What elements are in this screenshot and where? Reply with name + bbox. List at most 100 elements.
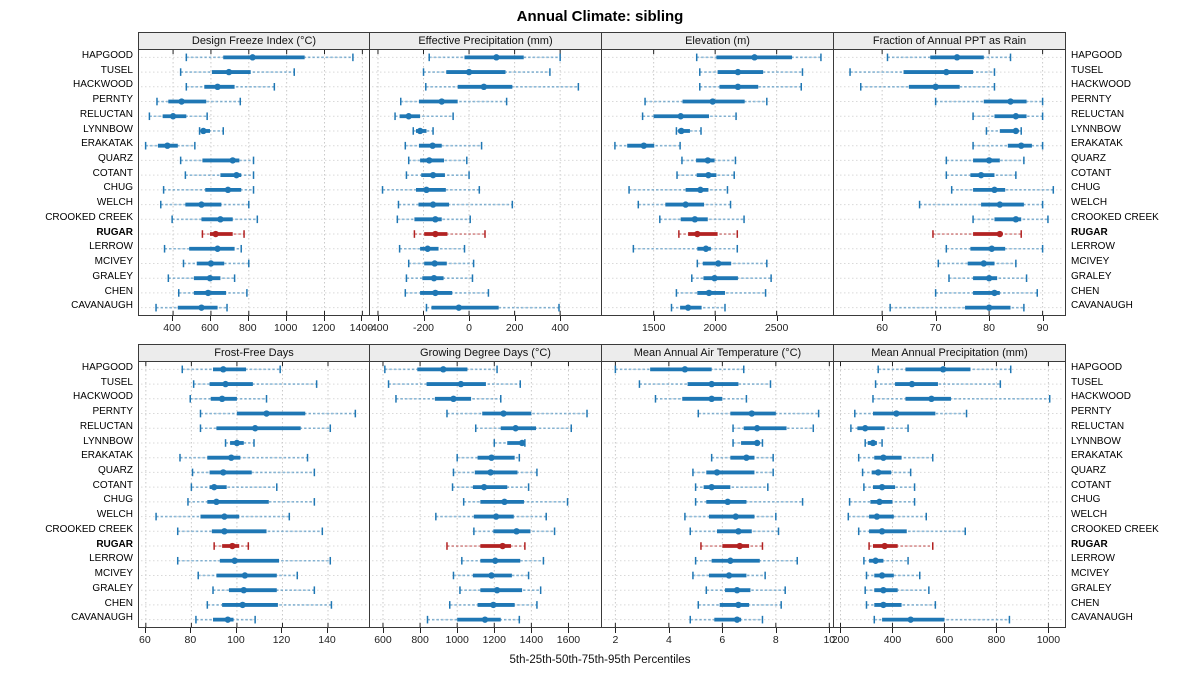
median-dot [943,68,950,76]
axis-tick-label: 60 [876,322,888,334]
axis-tick-label: 600 [935,634,954,646]
median-dot [953,54,961,61]
percentile-row-hackwood [425,83,580,91]
percentile-row-chug [381,186,481,194]
median-dot [708,380,715,388]
axis-tick-label: 1600 [556,634,581,646]
median-dot [705,171,712,179]
percentile-row-hapgood [695,53,822,62]
median-dot [233,171,240,179]
median-dot [709,98,716,105]
site-label-hapgood: HAPGOOD [81,362,133,373]
site-label-column-left: HAPGOOD TUSEL HACKWOOD PERNTY RELUCTAN LYNNBO… [0,32,138,314]
median-dot [980,260,987,267]
percentile-row-graley [212,586,316,594]
median-dot [697,186,704,194]
panel-box: Mean Annual Air Temperature (°C) [601,344,834,628]
panel-design-freeze-index-c: Design Freeze Index (°C) 400 600 800 1000 120… [138,32,373,340]
median-dot [206,274,214,282]
percentile-row-mcivey [182,259,250,268]
median-dot [985,157,993,164]
percentile-row-tusel [874,380,1002,388]
percentile-row-lerrow [945,244,1044,253]
percentile-row-pernty [446,409,588,418]
median-dot [735,528,742,535]
percentile-row-welch [918,200,1044,209]
median-dot [224,616,232,623]
percentile-row-quarz [452,468,538,477]
site-label-column-left: HAPGOOD TUSEL HACKWOOD PERNTY RELUCTAN LYNNBO… [0,344,138,626]
site-label-crooked-creek: CROOKED CREEK [1071,523,1159,535]
percentile-row-reluctan [148,112,208,121]
site-label-tusel: TUSEL [100,376,133,388]
percentile-row-tusel [387,380,521,388]
axis-tick-mark [457,628,459,633]
x-axis: 200 400 600 800 1000 [832,628,1066,652]
percentile-row-graley [167,274,236,282]
panel-plot [372,362,598,627]
median-dot [501,498,508,506]
axis-tick-mark [494,628,496,633]
axis-tick-mark [420,628,422,633]
panel-box: Growing Degree Days (°C) [369,344,602,628]
median-dot [251,425,259,432]
panel-title: Effective Precipitation (mm) [370,33,601,50]
percentile-row-lynnbow [224,439,255,447]
median-dot [493,586,501,594]
site-label-chen: CHEN [104,285,133,297]
median-dot [702,245,710,252]
panel-band-top: HAPGOOD TUSEL HACKWOOD PERNTY RELUCTAN LYNNBO… [0,32,1200,340]
percentile-row-graley [691,274,772,282]
site-label-reluctan: RELUCTAN [79,108,133,120]
axis-tick-label: 140 [318,634,336,646]
label-column-spacer [0,32,138,49]
percentile-row-lerrow [694,556,798,565]
median-dot [231,557,238,564]
median-dot [1018,142,1025,149]
panel-title: Elevation (m) [602,33,833,50]
percentile-row-cotant [676,171,735,179]
percentile-row-welch [397,200,514,209]
median-dot [490,601,497,609]
percentile-row-crooked-creek [689,527,780,536]
percentile-row-pernty [644,97,768,106]
axis-tick-label: 2000 [703,322,727,334]
percentile-row-chug [628,186,729,194]
axis-tick-label: -400 [367,322,389,334]
percentile-row-mcivey [407,259,475,268]
site-label-reluctan: RELUCTAN [1071,420,1125,432]
site-label-pernty: PERNTY [1071,94,1112,106]
axis-tick-mark [190,628,192,633]
panel-title: Frost-Free Days [139,345,369,362]
median-dot [240,586,247,594]
median-dot [423,186,430,194]
percentile-row-hackwood [654,395,748,403]
axis-tick-label: 1000 [273,322,298,334]
percentile-row-hapgood [181,365,281,374]
axis-tick-mark [361,316,363,321]
median-dot [432,216,439,223]
percentile-row-graley [864,586,930,594]
median-dot [907,616,914,623]
percentile-row-chen [865,601,937,609]
median-dot [481,616,489,623]
site-label-chug: CHUG [103,182,133,194]
axis-tick-mark [892,628,894,633]
site-label-chug: CHUG [103,494,133,506]
median-dot [753,425,761,432]
site-label-rugar: RUGAR [96,538,133,550]
x-axis: 2 4 6 8 10 [602,628,835,652]
axis-tick-label: 8 [772,634,779,646]
percentile-row-chug [162,186,255,194]
median-dot [217,216,224,223]
axis-tick-mark [144,628,146,633]
percentile-row-cotant [694,483,769,491]
site-label-cavanaugh: CAVANAUGH [71,300,133,312]
median-dot [908,380,916,388]
median-dot [465,68,473,76]
percentile-row-rugar [413,230,486,238]
percentile-row-graley [459,586,542,594]
median-dot [429,201,437,208]
median-dot [1012,113,1020,120]
panel-box: Frost-Free Days [138,344,370,628]
